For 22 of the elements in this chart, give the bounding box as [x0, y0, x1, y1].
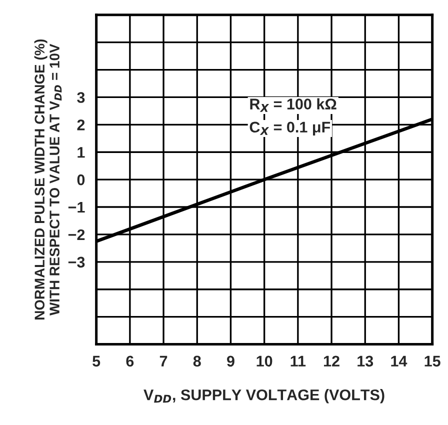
x-tick-label: 9 — [227, 356, 234, 367]
x-axis-title: V$_{DD}$, SUPPLY VOLTAGE (VOLTS) — [144, 389, 384, 404]
y-tick-label: −3 — [68, 256, 85, 268]
y-tick-label: 3 — [77, 92, 85, 103]
x-tick-label: 5 — [92, 356, 100, 367]
annotation: R$_{X}$ = 100 kΩ — [250, 98, 336, 112]
x-tick-label: 13 — [358, 356, 374, 367]
annotation: C$_{X}$ = 0.1 μF — [250, 122, 330, 136]
y-axis-title: NORMALIZED PULSE WIDTH CHANGE (%) WITH RESPECT TO VALUE AT V$_{DD}$ = 10V — [34, 39, 62, 320]
x-tick-label: 12 — [324, 356, 340, 366]
x-tick-label: 8 — [193, 356, 201, 367]
x-tick-label: 15 — [424, 356, 440, 367]
x-tick-label: 6 — [126, 356, 134, 367]
y-tick-label: −1 — [68, 202, 85, 213]
y-tick-label: 2 — [77, 120, 85, 130]
x-tick-label: 7 — [160, 356, 168, 366]
y-tick-label: 1 — [78, 147, 85, 158]
x-tick-label: 11 — [290, 356, 306, 366]
x-tick-label: 10 — [256, 356, 272, 367]
y-tick-label: −2 — [68, 229, 85, 240]
x-tick-label: 14 — [391, 356, 408, 366]
y-tick-label: 0 — [77, 174, 85, 186]
